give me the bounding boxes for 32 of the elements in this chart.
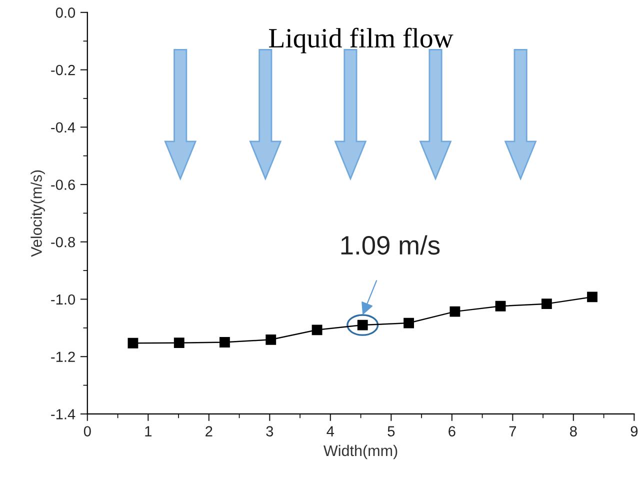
x-tick-label: 6 xyxy=(448,426,456,436)
x-tick-label: 7 xyxy=(509,426,516,436)
x-tick-label: 8 xyxy=(570,426,577,436)
point xyxy=(541,298,552,310)
annotation: 1.09 m/s xyxy=(341,235,440,255)
y-tick-label: -1.2 xyxy=(51,352,75,362)
y-tick-label: -0.8 xyxy=(51,236,75,248)
point xyxy=(266,334,276,345)
y-tick-label: 0.0 xyxy=(56,8,76,18)
x-tick-label: 2 xyxy=(206,426,212,436)
point xyxy=(128,338,138,348)
point xyxy=(219,337,230,348)
x-tick-label: 0 xyxy=(84,426,91,436)
x-tick-label: 3 xyxy=(266,426,274,436)
x-tick-label: 4 xyxy=(326,426,334,436)
point xyxy=(450,306,460,317)
x-axis-title: Width(mm) xyxy=(324,444,398,460)
y-tick-label: -0.6 xyxy=(51,180,75,190)
point xyxy=(174,338,184,348)
point xyxy=(312,324,322,336)
y-tick-label: -1.0 xyxy=(51,294,76,305)
x-tick-label: 1 xyxy=(145,426,152,436)
point xyxy=(495,300,506,312)
annotation: Liquid film flow xyxy=(269,28,454,54)
y-axis-title: Velocity(m/s) xyxy=(30,170,45,257)
point xyxy=(587,292,598,302)
y-tick-label: -1.4 xyxy=(51,409,76,420)
x-tick-label: 9 xyxy=(630,426,638,436)
y-tick-label: -0.2 xyxy=(51,64,75,76)
point xyxy=(404,318,414,328)
x-tick-label: 5 xyxy=(388,426,395,436)
y-tick-label: -0.4 xyxy=(51,122,76,133)
